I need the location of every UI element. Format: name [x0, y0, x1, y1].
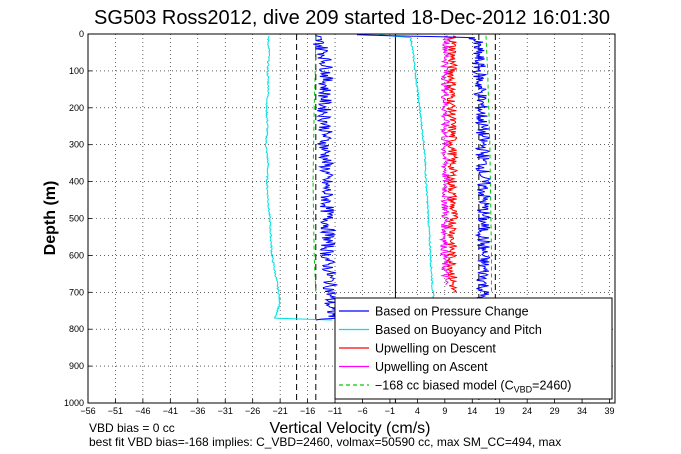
legend-label: Upwelling on Descent — [375, 342, 496, 356]
series-line — [446, 35, 459, 293]
x-tick-label: 29 — [550, 406, 560, 416]
y-tick-label: 500 — [69, 214, 84, 224]
annotation-vbd-bias: VBD bias = 0 cc — [89, 421, 175, 435]
y-axis-ticks: 0 100 200 300 400 500 600 700 800 900 1000 — [64, 29, 92, 408]
x-tick-label: 24 — [522, 406, 532, 416]
y-tick-label: 0 — [79, 29, 84, 39]
x-tick-label: 14 — [467, 406, 477, 416]
annotation-best-fit: best fit VBD bias=-168 implies: C_VBD=24… — [89, 435, 561, 449]
x-tick-label: −31 — [218, 406, 233, 416]
series-line — [312, 35, 317, 293]
series-line — [264, 35, 333, 321]
x-tick-label: −36 — [190, 406, 205, 416]
y-tick-label: 100 — [69, 66, 84, 76]
x-tick-label: 39 — [605, 406, 615, 416]
legend-label: −168 cc biased model (CVBD=2460) — [375, 379, 571, 395]
legend-label: Based on Pressure Change — [375, 305, 529, 319]
x-tick-label: 34 — [577, 406, 587, 416]
x-tick-label: −41 — [163, 406, 178, 416]
x-tick-label: −1 — [385, 406, 395, 416]
x-tick-label: −56 — [80, 406, 95, 416]
y-tick-label: 200 — [69, 103, 84, 113]
series-based-on-buoyancy-and-pitch — [264, 34, 436, 321]
y-tick-label: 300 — [69, 140, 84, 150]
series-line — [485, 35, 492, 293]
x-tick-label: −6 — [357, 406, 367, 416]
x-tick-label: 4 — [415, 406, 420, 416]
legend-box — [334, 297, 613, 400]
x-tick-label: 9 — [442, 406, 447, 416]
x-tick-label: −51 — [108, 406, 123, 416]
y-tick-label: 400 — [69, 177, 84, 187]
legend-label: Upwelling on Ascent — [375, 360, 488, 374]
x-axis-ticks: −56 −51 −46 −41 −36 −31 −26 −21 −16 −11 −6 −1 4 9 14 19… — [80, 399, 615, 416]
y-tick-label: 800 — [69, 324, 84, 334]
x-tick-label: −11 — [328, 406, 343, 416]
y-tick-label: 900 — [69, 361, 84, 371]
series-line — [356, 34, 492, 304]
x-tick-label: 19 — [495, 406, 505, 416]
y-tick-label: 700 — [69, 287, 84, 297]
x-tick-label: −46 — [135, 406, 150, 416]
series-line — [378, 34, 436, 304]
chart-title: SG503 Ross2012, dive 209 started 18-Dec-… — [94, 7, 610, 29]
x-axis-label: Vertical Velocity (cm/s) — [270, 420, 431, 437]
x-tick-label: −16 — [300, 406, 315, 416]
series-based-on-pressure-change — [313, 34, 492, 321]
y-tick-label: 600 — [69, 250, 84, 260]
legend-label: Based on Buoyancy and Pitch — [375, 323, 542, 337]
x-tick-label: −26 — [245, 406, 260, 416]
y-tick-label: 1000 — [64, 398, 84, 408]
x-tick-label: −21 — [272, 406, 287, 416]
legend: Based on Pressure Change Based on Buoyanc… — [334, 297, 613, 400]
y-axis-label: Depth (m) — [42, 181, 59, 256]
series-line — [313, 35, 342, 321]
